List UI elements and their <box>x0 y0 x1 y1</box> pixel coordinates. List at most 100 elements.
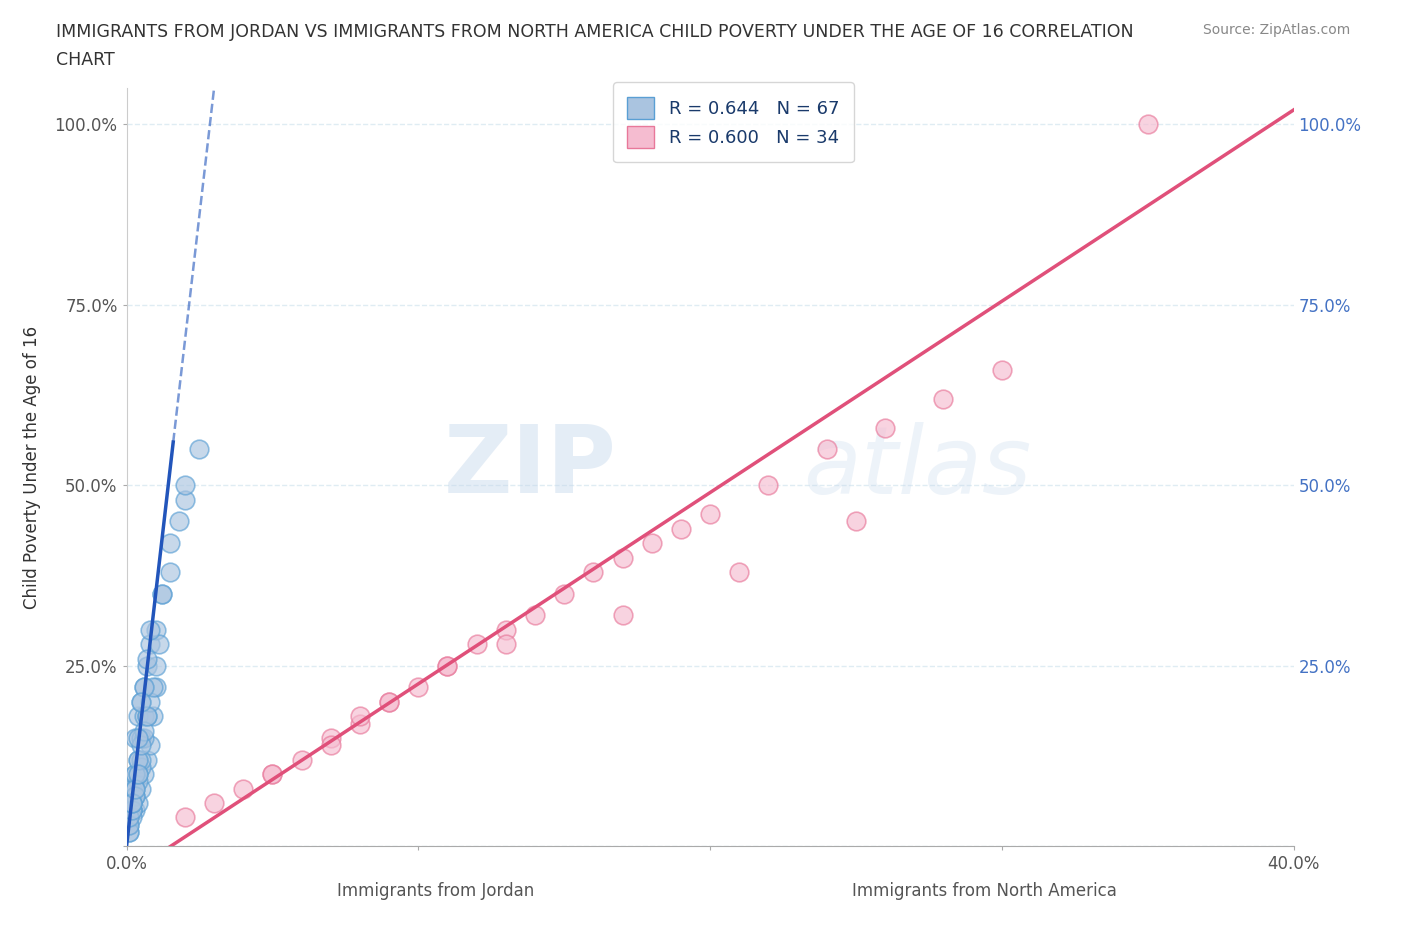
Point <box>136 709 159 724</box>
Text: Immigrants from Jordan: Immigrants from Jordan <box>337 883 534 900</box>
Point <box>553 586 575 601</box>
Point <box>129 737 152 752</box>
Point <box>932 392 955 406</box>
Point <box>756 478 779 493</box>
Point <box>124 789 146 804</box>
Point <box>145 658 167 673</box>
Point <box>378 695 401 710</box>
Point <box>728 565 751 579</box>
Point <box>524 608 547 623</box>
Point <box>349 709 371 724</box>
Point <box>612 551 634 565</box>
Point <box>319 731 342 746</box>
Point <box>121 803 143 817</box>
Point <box>127 709 149 724</box>
Text: ZIP: ZIP <box>444 421 617 513</box>
Point <box>124 781 146 796</box>
Point <box>124 731 146 746</box>
Point <box>612 608 634 623</box>
Point <box>167 514 190 529</box>
Point <box>699 507 721 522</box>
Point <box>118 817 141 832</box>
Point <box>232 781 254 796</box>
Point <box>290 752 312 767</box>
Point <box>129 695 152 710</box>
Point <box>262 766 284 781</box>
Point <box>174 478 197 493</box>
Point <box>875 420 897 435</box>
Point <box>124 803 146 817</box>
Point <box>139 622 162 637</box>
Point <box>349 716 371 731</box>
Point <box>990 363 1012 378</box>
Point <box>582 565 605 579</box>
Point <box>124 781 146 796</box>
Point <box>129 781 152 796</box>
Point <box>118 824 141 839</box>
Text: Immigrants from North America: Immigrants from North America <box>852 883 1116 900</box>
Point <box>129 731 152 746</box>
Point <box>132 709 155 724</box>
Point <box>159 536 181 551</box>
Point <box>640 536 664 551</box>
Point <box>118 810 141 825</box>
Point <box>136 658 159 673</box>
Point <box>408 680 430 695</box>
Point <box>127 774 149 789</box>
Point <box>495 637 517 652</box>
Point <box>127 752 149 767</box>
Point <box>150 586 173 601</box>
Point <box>145 680 167 695</box>
Point <box>121 803 143 817</box>
Point <box>132 724 155 738</box>
Text: Source: ZipAtlas.com: Source: ZipAtlas.com <box>1202 23 1350 37</box>
Point <box>142 709 165 724</box>
Point <box>815 442 838 457</box>
Point <box>127 766 149 781</box>
Point <box>121 810 143 825</box>
Point <box>136 752 159 767</box>
Point <box>121 795 143 810</box>
Point <box>132 680 155 695</box>
Point <box>150 586 173 601</box>
Point <box>378 695 401 710</box>
Point <box>127 752 149 767</box>
Point <box>127 766 149 781</box>
Point <box>124 766 146 781</box>
Point <box>262 766 284 781</box>
Point <box>124 766 146 781</box>
Text: IMMIGRANTS FROM JORDAN VS IMMIGRANTS FROM NORTH AMERICA CHILD POVERTY UNDER THE : IMMIGRANTS FROM JORDAN VS IMMIGRANTS FRO… <box>56 23 1133 41</box>
Y-axis label: Child Poverty Under the Age of 16: Child Poverty Under the Age of 16 <box>22 326 41 609</box>
Legend: R = 0.644   N = 67, R = 0.600   N = 34: R = 0.644 N = 67, R = 0.600 N = 34 <box>613 82 853 163</box>
Point <box>145 622 167 637</box>
Point <box>436 658 458 673</box>
Point <box>127 731 149 746</box>
Point <box>118 824 141 839</box>
Point <box>319 737 342 752</box>
Point <box>436 658 458 673</box>
Point <box>132 766 155 781</box>
Point <box>202 795 225 810</box>
Point <box>127 795 149 810</box>
Point <box>121 803 143 817</box>
Point <box>142 680 165 695</box>
Point <box>139 695 162 710</box>
Text: CHART: CHART <box>56 51 115 69</box>
Point <box>129 695 152 710</box>
Point <box>129 760 152 775</box>
Point <box>132 731 155 746</box>
Text: atlas: atlas <box>803 422 1032 512</box>
Point <box>465 637 488 652</box>
Point <box>174 810 197 825</box>
Point <box>845 514 868 529</box>
Point <box>188 442 211 457</box>
Point <box>118 810 141 825</box>
Point <box>148 637 170 652</box>
Point <box>159 565 181 579</box>
Point <box>139 737 162 752</box>
Point <box>495 622 517 637</box>
Point <box>139 637 162 652</box>
Point <box>136 651 159 666</box>
Point <box>121 781 143 796</box>
Point <box>174 492 197 507</box>
